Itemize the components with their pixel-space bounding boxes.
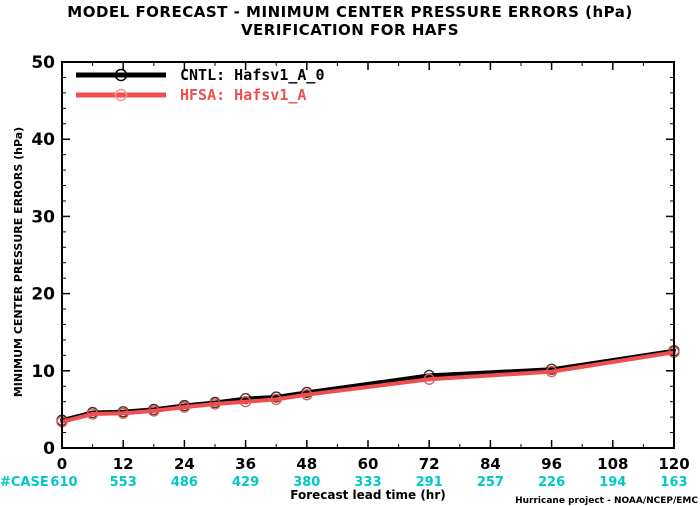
case-count-label: 553 (110, 475, 137, 490)
x-tick-label: 84 (480, 455, 501, 473)
case-row-label: #CASE (0, 475, 49, 490)
series-point-2 (239, 396, 252, 408)
x-tick-label: 72 (419, 455, 440, 473)
series-point-2 (117, 407, 129, 419)
case-count-label: 194 (599, 475, 626, 490)
legend-swatch-marker-1 (114, 68, 128, 82)
case-count-label: 333 (354, 475, 381, 490)
x-tick-label: 0 (57, 455, 67, 473)
y-tick-label: 10 (31, 362, 55, 382)
series-point-2 (545, 365, 558, 378)
series-point-2 (423, 373, 435, 385)
case-count-label: 163 (660, 475, 687, 490)
case-count-label: 291 (416, 475, 443, 490)
x-tick-label: 36 (235, 455, 256, 473)
x-tick-label: 120 (658, 455, 689, 473)
case-count-label: 610 (50, 475, 77, 490)
y-axis-label-group: MINIMUM CENTER PRESSURE ERRORS (hPa) (12, 127, 25, 397)
case-count-label: 429 (232, 475, 259, 490)
chart-title-line-2: VERIFICATION FOR HAFS (241, 21, 459, 39)
case-count-label: 226 (538, 475, 565, 490)
y-tick-label: 40 (31, 130, 55, 150)
legend-label-2: HFSA: Hafsv1_A (180, 86, 306, 104)
x-axis-label: Forecast lead time (hr) (290, 488, 446, 502)
plot-frame (61, 61, 675, 449)
legend-swatch-marker-2 (114, 88, 128, 102)
chart-title-line-1: MODEL FORECAST - MINIMUM CENTER PRESSURE… (67, 3, 632, 21)
x-tick-label: 24 (174, 455, 195, 473)
case-count-label: 486 (171, 475, 198, 490)
credit-text: Hurricane project - NOAA/NCEP/EMC (515, 496, 698, 506)
series-point-2 (301, 389, 313, 401)
legend-label-1: CNTL: Hafsv1_A_0 (180, 66, 325, 84)
y-tick-label: 0 (43, 439, 55, 459)
x-tick-label: 12 (113, 455, 134, 473)
series-point-2 (148, 405, 160, 417)
case-count-label: 257 (477, 475, 504, 490)
series-point-2 (86, 408, 99, 420)
y-tick-label: 20 (31, 285, 55, 305)
x-tick-label: 60 (358, 455, 379, 473)
plot-marks: 0 10 20 30 40 50 0 12 24 36 48 60 72 84 96 108 120 CNTL: … (0, 53, 690, 490)
series-point-2 (209, 398, 221, 410)
x-tick-label: 48 (296, 455, 317, 473)
y-tick-label: 30 (31, 207, 55, 227)
y-tick-label: 50 (31, 53, 55, 73)
case-count-label: 380 (293, 475, 320, 490)
x-tick-label: 96 (541, 455, 562, 473)
x-tick-label: 108 (597, 455, 628, 473)
series-point-2 (178, 401, 191, 413)
y-axis-label: MINIMUM CENTER PRESSURE ERRORS (hPa) (12, 127, 25, 397)
series-point-2 (270, 393, 282, 406)
